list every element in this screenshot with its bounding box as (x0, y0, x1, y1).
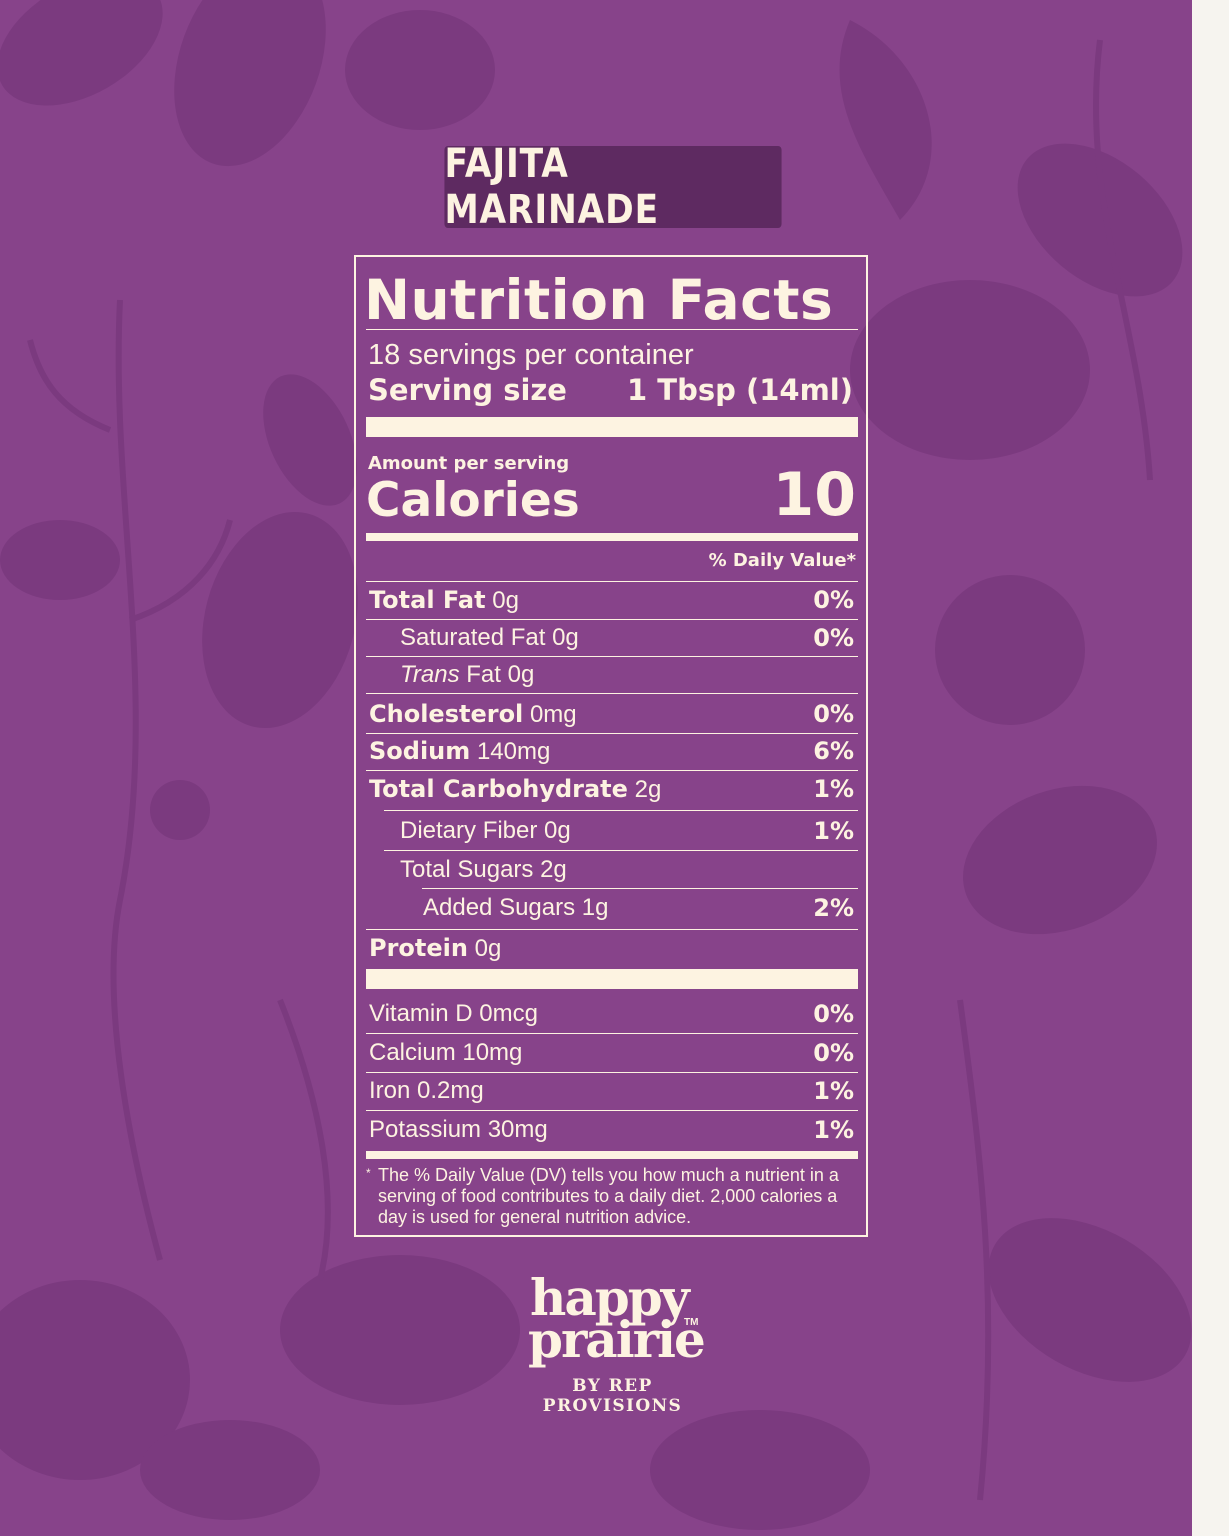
nutrient-dv: 6% (813, 737, 854, 765)
vitamin-dv: 0% (813, 1039, 854, 1067)
nutrient-name: Sodium (369, 736, 471, 765)
nutrient-row-cholesterol: Cholesterol 0mg 0% (366, 695, 858, 733)
nutrient-amount: 0mg (529, 700, 577, 728)
nutrient-amount: 0g (474, 934, 502, 962)
nutrient-dv: 0% (813, 624, 854, 652)
nutrient-name: Saturated Fat 0g (400, 624, 579, 651)
divider (366, 1110, 858, 1111)
nutrient-name: Cholesterol (369, 699, 524, 728)
divider (366, 733, 858, 734)
vitamin-row-calcium: Calcium 10mg 0% (366, 1034, 858, 1072)
nutrient-dv: 1% (813, 817, 854, 845)
vitamin-dv: 0% (813, 1000, 854, 1028)
floral-pattern-background (0, 0, 1192, 1530)
nutrient-row-added-sugars: Added Sugars 1g 2% (366, 889, 858, 927)
calories-label: Calories (366, 473, 580, 528)
medium-divider (366, 533, 858, 541)
nutrient-row-protein: Protein 0g (366, 929, 858, 967)
vitamin-dv: 1% (813, 1077, 854, 1105)
calories-value: 10 (772, 460, 857, 530)
divider (366, 1033, 858, 1034)
nutrient-row-total-carbohydrate: Total Carbohydrate 2g 1% (366, 770, 858, 808)
vitamin-row-vitamin-d: Vitamin D 0mcg 0% (366, 995, 858, 1033)
serving-size-label: Serving size (368, 373, 567, 407)
nutrient-amount: 0g (492, 586, 519, 614)
servings-per-container: 18 servings per container (368, 339, 694, 371)
vitamin-row-iron: Iron 0.2mg 1% (366, 1072, 858, 1110)
divider (422, 888, 858, 889)
nutrient-dv: 0% (813, 586, 854, 614)
nutrient-name: Total Sugars 2g (400, 856, 567, 883)
vitamin-name: Vitamin D 0mcg (369, 1000, 538, 1027)
logo-word-happy: happy (530, 1268, 690, 1327)
nutrient-dv: 1% (813, 775, 854, 803)
nutrient-row-saturated-fat: Saturated Fat 0g 0% (366, 619, 858, 657)
vitamin-dv: 1% (813, 1116, 854, 1144)
happy-prairie-logo: happy prairie TM (520, 1273, 720, 1383)
purple-background-panel: FAJITA MARINADE Nutrition Facts 18 servi… (0, 0, 1192, 1536)
trademark-mark: TM (684, 1317, 699, 1328)
medium-divider (366, 1151, 858, 1159)
product-name-tag: FAJITA MARINADE (444, 141, 782, 233)
nutrient-name: Protein (369, 933, 468, 962)
thick-divider (366, 417, 858, 437)
footnote-text: The % Daily Value (DV) tells you how muc… (378, 1165, 839, 1227)
nutrient-row-total-fat: Total Fat 0g 0% (366, 581, 858, 619)
brand-byline: BY REP PROVISIONS (542, 1376, 683, 1416)
vitamin-name: Potassium 30mg (369, 1116, 548, 1143)
divider (366, 656, 858, 657)
nutrient-row-dietary-fiber: Dietary Fiber 0g 1% (366, 812, 858, 850)
nutrition-facts-title: Nutrition Facts (364, 268, 834, 332)
nutrient-name: Total Fat (369, 585, 486, 614)
divider (366, 329, 858, 330)
divider (366, 693, 858, 694)
divider (366, 581, 858, 582)
nutrient-row-sodium: Sodium 140mg 6% (366, 732, 858, 770)
divider (384, 850, 858, 851)
nutrient-amount: 2g (634, 775, 662, 803)
serving-size-row: Serving size 1 Tbsp (14ml) (368, 373, 853, 407)
divider (366, 619, 858, 620)
nutrient-dv: 0% (813, 700, 854, 728)
nutrient-name: Total Carbohydrate (369, 774, 628, 803)
thick-divider (366, 969, 858, 989)
vitamin-name: Iron 0.2mg (369, 1077, 484, 1104)
daily-value-footnote: * The % Daily Value (DV) tells you how m… (366, 1165, 858, 1228)
divider (366, 770, 858, 771)
logo-word-prairie: prairie (528, 1310, 706, 1369)
nutrient-row-total-sugars: Total Sugars 2g (366, 851, 858, 889)
nutrient-amount: 140mg (476, 737, 551, 765)
nutrition-facts-label: Nutrition Facts 18 servings per containe… (354, 255, 868, 1237)
footnote-asterisk: * (366, 1166, 371, 1180)
nutrient-name: Fat 0g (459, 661, 535, 688)
daily-value-header: % Daily Value* (708, 550, 856, 571)
divider (366, 929, 858, 930)
divider (384, 810, 858, 811)
amount-per-serving: Amount per serving (368, 453, 570, 474)
trans-italic: Trans (400, 661, 460, 688)
divider (366, 1072, 858, 1073)
nutrient-row-trans-fat: Trans Fat 0g (366, 656, 858, 694)
nutrient-dv: 2% (813, 894, 854, 922)
nutrient-name: Added Sugars 1g (423, 894, 609, 921)
serving-size-value: 1 Tbsp (14ml) (627, 373, 853, 407)
nutrient-name: Dietary Fiber 0g (400, 817, 571, 844)
vitamin-row-potassium: Potassium 30mg 1% (366, 1111, 858, 1149)
vitamin-name: Calcium 10mg (369, 1039, 523, 1066)
